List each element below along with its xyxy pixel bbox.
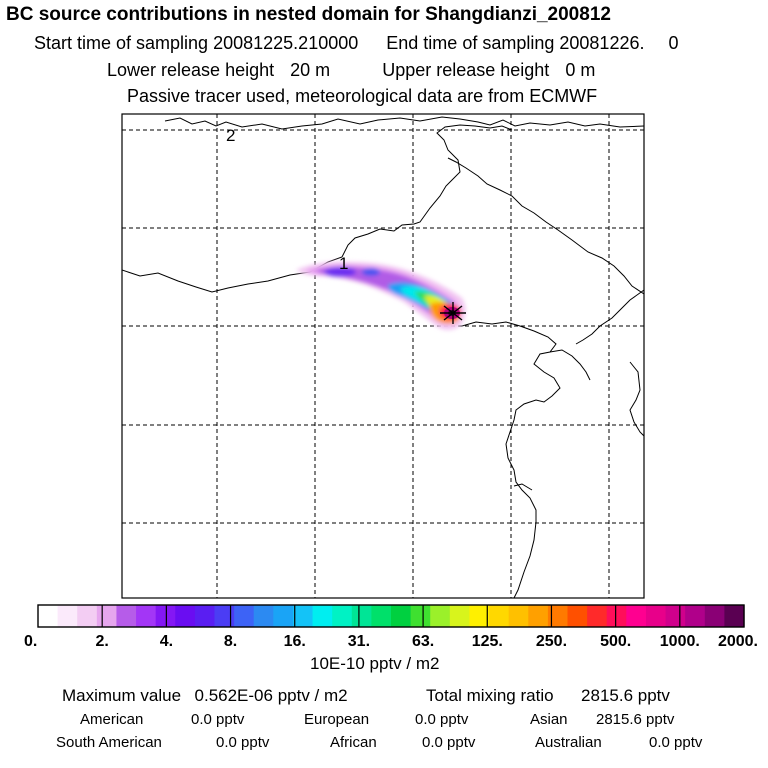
colorbar-cell [312,605,333,627]
region-value-african: 0.0 pptv [422,734,476,751]
korea-peninsula [629,361,644,437]
region-name-south-american: South American [56,734,162,751]
start-value: 20081225.210000 [213,33,359,53]
total-mixing-line: Total mixing ratio 2815.6 pptv [426,686,670,706]
northern-border [164,116,644,130]
colorbar-tick-label: 125. [472,633,503,650]
region-name-asian: Asian [530,711,568,728]
colorbar-cell [469,605,490,627]
end-label: End time of sampling [386,33,555,53]
colorbar-cell [606,605,627,627]
release-height-line: Lower release height 20 m Upper release … [107,60,595,81]
lower-height-value: 20 m [290,60,331,80]
colorbar-cell [214,605,235,627]
colorbar-ticks: 0. 2. 4. 8. 16. 31. 63. 125. 250. 500. 1000. 2000. [24,605,758,650]
colorbar-cell [194,605,216,627]
colorbar-cell [57,605,78,627]
colorbar-tick-label: 16. [284,633,306,650]
colorbar-cell [332,605,353,627]
map-label-2: 2 [226,126,235,145]
start-label: Start time of sampling [34,33,209,53]
colorbar-cell [116,605,137,627]
receptor-site-marker [440,302,466,324]
colorbar-tick-label: 2000. [718,633,758,650]
colorbar-cell [489,605,510,627]
total-value: 2815.6 pptv [581,686,670,705]
upper-height-label: Upper release height [382,60,550,80]
colorbar-cell [704,605,725,627]
colorbar-cell [234,605,255,627]
colorbar-cell [253,605,274,627]
region-value-south-american: 0.0 pptv [216,734,270,751]
upper-height-value: 0 m [565,60,596,80]
colorbar-cell [371,605,392,627]
colorbar-cell [292,605,314,627]
colorbar-cell [175,605,196,627]
colorbar-cell [410,605,431,627]
colorbar-cell [77,605,98,627]
concentration-plume [296,261,466,330]
tracer-note: Passive tracer used, meteorological data… [127,86,598,106]
total-label: Total mixing ratio [426,686,554,705]
colorbar-tick-label: 63. [412,633,434,650]
end-suffix: 0 [668,33,679,53]
region-value-american: 0.0 pptv [191,711,245,728]
colorbar-frame [37,604,745,628]
colorbar-cell [351,605,372,627]
colorbar-cell [547,605,569,627]
colorbar-unit: 10E-10 pptv / m2 [310,654,440,673]
colorbar-cell [567,605,588,627]
map-label-1: 1 [339,254,348,273]
colorbar-cell [136,605,157,627]
map-frame [121,113,645,599]
region-value-asian: 2815.6 pptv [596,711,675,728]
coastlines [122,116,644,598]
colorbar-cell [685,605,706,627]
colorbar-cell [96,605,118,627]
end-value: 20081226. [559,33,645,53]
region-name-european: European [304,711,370,728]
sampling-time-line: Start time of sampling 20081225.210000 E… [34,33,679,54]
colorbar-cell [391,605,412,627]
max-value: 0.562E-06 pptv / m2 [194,686,348,705]
colorbar-cell [38,605,59,627]
colorbar-cell [449,605,471,627]
northeast-border [447,157,644,295]
region-name-african: African [330,734,377,751]
colorbar-tick-label: 31. [348,633,370,650]
colorbar-cell [645,605,667,627]
colorbar-cell [724,605,745,627]
colorbar-cell [430,605,451,627]
colorbar-tick-label: 8. [224,633,237,650]
colorbar-cell [508,605,529,627]
colorbar-cell [528,605,549,627]
mongolia-border [122,124,513,293]
colorbar-tick-label: 250. [536,633,567,650]
max-label: Maximum value [62,686,182,705]
region-value-european: 0.0 pptv [415,711,469,728]
china-coastline [461,321,561,598]
colorbar-cell [665,605,686,627]
colorbar-cell [626,605,647,627]
colorbar-tick-label: 1000. [660,633,700,650]
colorbar-tick-label: 500. [600,633,631,650]
bohai-coast [549,349,591,381]
plot-title: BC source contributions in nested domain… [6,4,611,25]
colorbar-cells [38,605,745,627]
map-grid [122,114,644,598]
colorbar-tick-label: 0. [24,633,37,650]
region-name-australian: Australian [535,734,602,751]
colorbar-tick-label: 4. [160,633,173,650]
region-name-american: American [80,711,144,728]
lower-height-label: Lower release height [107,60,275,80]
korea-border [575,289,644,345]
max-value-line: Maximum value 0.562E-06 pptv / m2 [62,686,348,706]
region-value-australian: 0.0 pptv [649,734,703,751]
colorbar-tick-label: 2. [96,633,109,650]
river-mouth [513,483,533,491]
colorbar-cell [273,605,294,627]
colorbar-cell [587,605,608,627]
